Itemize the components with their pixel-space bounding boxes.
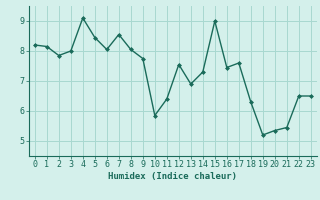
X-axis label: Humidex (Indice chaleur): Humidex (Indice chaleur) (108, 172, 237, 181)
